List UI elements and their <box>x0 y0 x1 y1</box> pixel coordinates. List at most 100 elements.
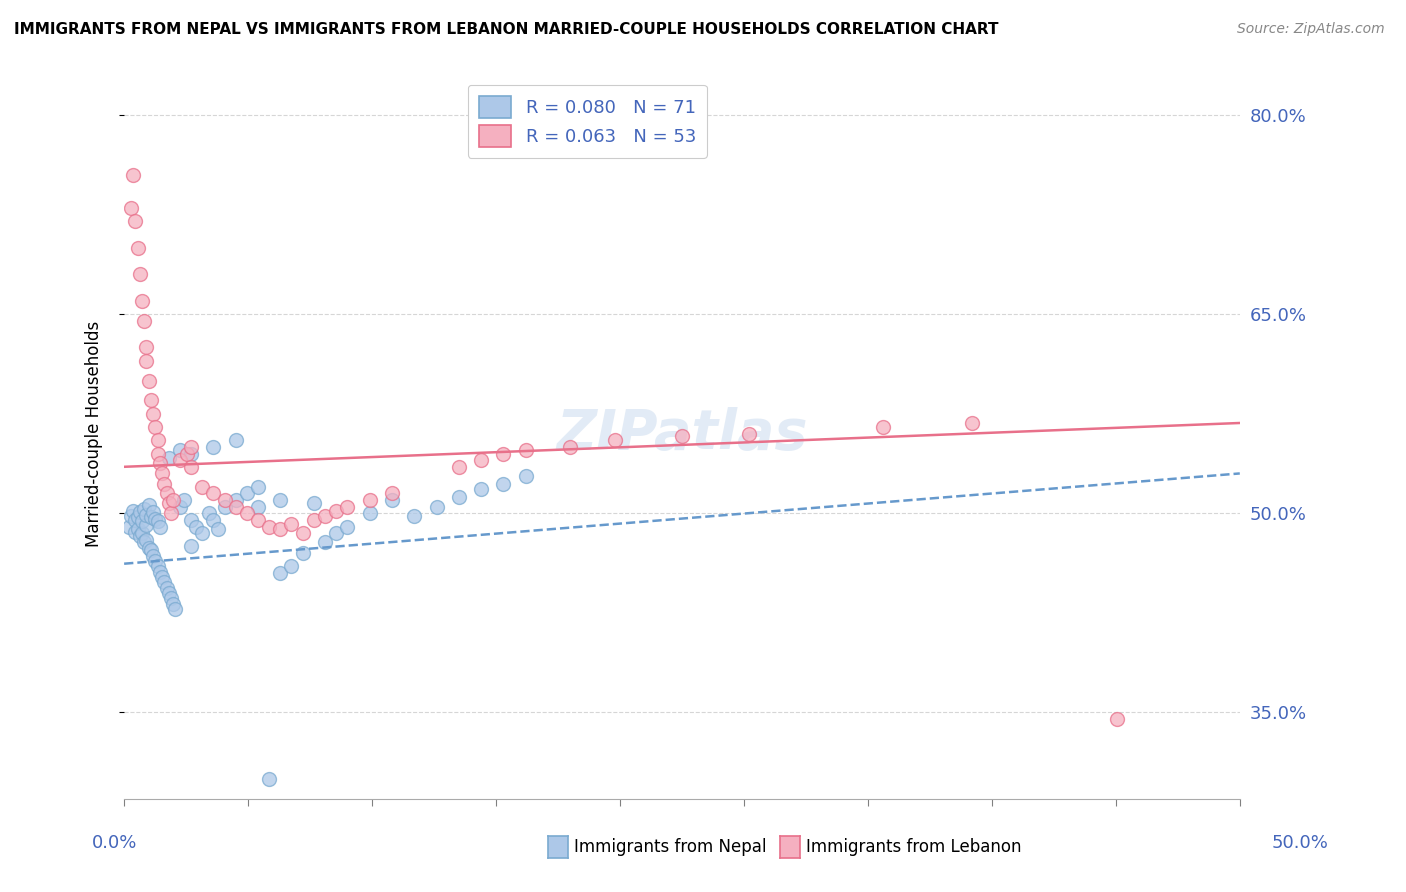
Point <box>146 434 169 448</box>
Point <box>135 518 157 533</box>
Point <box>198 506 221 520</box>
Point <box>131 526 153 541</box>
Point <box>603 434 626 448</box>
Point <box>142 549 165 563</box>
Point <box>134 502 156 516</box>
Text: IMMIGRANTS FROM NEPAL VS IMMIGRANTS FROM LEBANON MARRIED-COUPLE HOUSEHOLDS CORRE: IMMIGRANTS FROM NEPAL VS IMMIGRANTS FROM… <box>14 22 998 37</box>
Point <box>359 506 381 520</box>
Point <box>359 493 381 508</box>
Point <box>180 440 202 454</box>
Point <box>127 522 149 536</box>
Point <box>134 535 156 549</box>
Point <box>269 493 291 508</box>
Point <box>169 500 191 514</box>
Point <box>184 519 207 533</box>
Point <box>146 559 169 574</box>
Point <box>202 486 225 500</box>
Point <box>515 469 537 483</box>
Point <box>122 503 145 517</box>
Point <box>135 533 157 547</box>
Point <box>153 477 176 491</box>
Y-axis label: Married-couple Households: Married-couple Households <box>86 320 103 547</box>
Point <box>447 491 470 505</box>
Point <box>127 510 149 524</box>
Text: 0.0%: 0.0% <box>91 834 136 852</box>
Point <box>257 772 280 786</box>
Text: Source: ZipAtlas.com: Source: ZipAtlas.com <box>1237 22 1385 37</box>
Point <box>560 440 582 454</box>
Point <box>470 483 492 497</box>
Point <box>236 506 259 520</box>
Point <box>247 500 270 514</box>
Text: Immigrants from Nepal: Immigrants from Nepal <box>574 838 766 856</box>
Point <box>336 519 359 533</box>
Point <box>128 529 150 543</box>
Point <box>135 353 157 368</box>
Point <box>247 480 270 494</box>
Point <box>138 541 160 555</box>
Point <box>269 522 291 536</box>
Point <box>236 486 259 500</box>
Point <box>447 459 470 474</box>
Point <box>145 511 167 525</box>
Text: ZIPatlas: ZIPatlas <box>557 407 807 460</box>
Point <box>207 522 229 536</box>
Point <box>160 591 183 606</box>
Point <box>145 420 167 434</box>
Point <box>124 513 146 527</box>
Point <box>135 340 157 354</box>
Point <box>120 508 142 523</box>
Point <box>150 467 173 481</box>
Point <box>176 446 198 460</box>
Point <box>247 513 270 527</box>
Point <box>225 500 247 514</box>
Point <box>117 519 139 533</box>
Point <box>872 420 894 434</box>
Point <box>131 514 153 528</box>
Point <box>492 446 515 460</box>
Point <box>214 493 236 508</box>
Point <box>291 546 314 560</box>
Point <box>160 506 183 520</box>
Point <box>131 293 153 308</box>
Point <box>257 519 280 533</box>
Point <box>157 496 180 510</box>
Point <box>180 513 202 527</box>
Point <box>120 201 142 215</box>
Point <box>180 540 202 554</box>
Point <box>960 416 983 430</box>
Point <box>153 575 176 590</box>
Point <box>155 581 177 595</box>
Point <box>191 526 214 541</box>
Point <box>381 486 404 500</box>
Point <box>173 493 195 508</box>
Point <box>191 480 214 494</box>
Point <box>127 241 149 255</box>
Point <box>150 570 173 584</box>
Legend: R = 0.080   N = 71, R = 0.063   N = 53: R = 0.080 N = 71, R = 0.063 N = 53 <box>468 85 707 158</box>
Point <box>145 554 167 568</box>
Point <box>139 393 162 408</box>
Point <box>671 429 693 443</box>
Point <box>142 407 165 421</box>
Point <box>492 477 515 491</box>
Point <box>280 516 302 531</box>
Point <box>146 446 169 460</box>
Point <box>1107 712 1129 726</box>
Point <box>138 374 160 388</box>
Point <box>139 543 162 558</box>
Point <box>214 500 236 514</box>
Point <box>124 524 146 539</box>
Point <box>325 503 347 517</box>
Point <box>381 493 404 508</box>
Point <box>124 214 146 228</box>
Point <box>157 586 180 600</box>
Point <box>165 602 187 616</box>
Text: 50.0%: 50.0% <box>1272 834 1329 852</box>
Point <box>138 498 160 512</box>
Point <box>302 513 325 527</box>
Point <box>128 268 150 282</box>
Point <box>225 493 247 508</box>
Point <box>142 505 165 519</box>
Point <box>515 442 537 457</box>
